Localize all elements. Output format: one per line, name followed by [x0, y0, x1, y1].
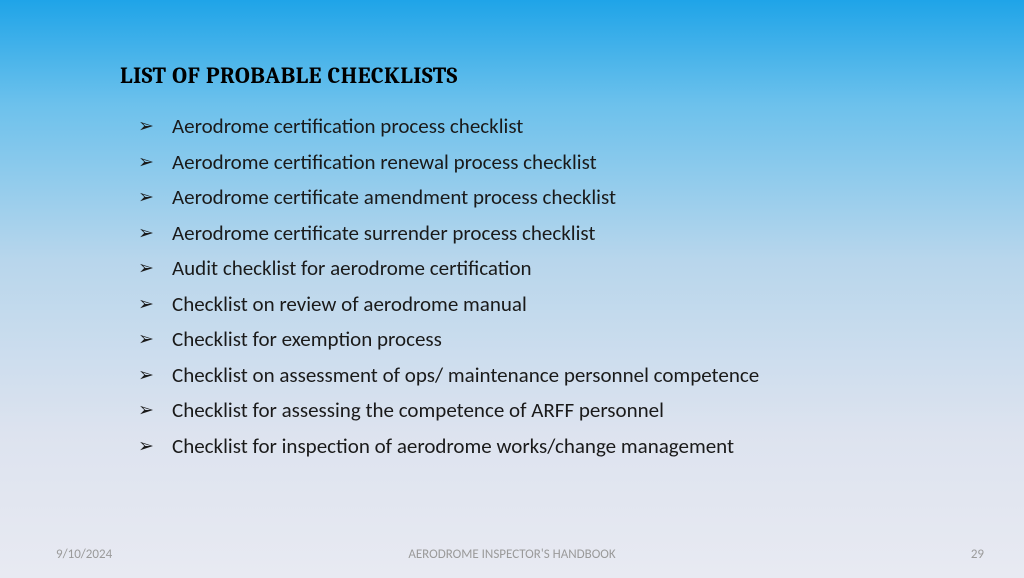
list-item-text: Aerodrome certification renewal process … [172, 149, 597, 175]
list-item-text: Checklist for inspection of aerodrome wo… [172, 433, 734, 459]
list-item-text: Checklist on assessment of ops/ maintena… [172, 362, 759, 388]
list-item: ➢ Aerodrome certificate surrender proces… [138, 223, 964, 244]
chevron-right-icon: ➢ [138, 330, 154, 349]
chevron-right-icon: ➢ [138, 401, 154, 420]
list-item-text: Checklist for exemption process [172, 326, 442, 352]
chevron-right-icon: ➢ [138, 259, 154, 278]
list-item: ➢ Aerodrome certification process checkl… [138, 116, 964, 137]
slide: LIST OF PROBABLE CHECKLISTS ➢ Aerodrome … [0, 0, 1024, 578]
chevron-right-icon: ➢ [138, 188, 154, 207]
chevron-right-icon: ➢ [138, 224, 154, 243]
list-item: ➢ Checklist on assessment of ops/ mainte… [138, 365, 964, 386]
list-item: ➢ Checklist on review of aerodrome manua… [138, 294, 964, 315]
chevron-right-icon: ➢ [138, 153, 154, 172]
list-item-text: Checklist for assessing the competence o… [172, 397, 664, 423]
chevron-right-icon: ➢ [138, 437, 154, 456]
slide-title: LIST OF PROBABLE CHECKLISTS [120, 62, 458, 89]
list-item-text: Aerodrome certificate surrender process … [172, 220, 595, 246]
list-item-text: Aerodrome certification process checklis… [172, 113, 523, 139]
list-item-text: Aerodrome certificate amendment process … [172, 184, 616, 210]
chevron-right-icon: ➢ [138, 295, 154, 314]
footer-page-number: 29 [971, 547, 984, 562]
list-item: ➢ Checklist for exemption process [138, 329, 964, 350]
list-item-text: Audit checklist for aerodrome certificat… [172, 255, 532, 281]
list-item: ➢ Checklist for inspection of aerodrome … [138, 436, 964, 457]
list-item: ➢ Aerodrome certification renewal proces… [138, 152, 964, 173]
list-item: ➢ Audit checklist for aerodrome certific… [138, 258, 964, 279]
checklist-list: ➢ Aerodrome certification process checkl… [138, 116, 964, 471]
list-item: ➢ Checklist for assessing the competence… [138, 400, 964, 421]
list-item: ➢ Aerodrome certificate amendment proces… [138, 187, 964, 208]
list-item-text: Checklist on review of aerodrome manual [172, 291, 527, 317]
chevron-right-icon: ➢ [138, 366, 154, 385]
slide-footer: 9/10/2024 AERODROME INSPECTOR'S HANDBOOK… [0, 542, 1024, 562]
chevron-right-icon: ➢ [138, 117, 154, 136]
footer-title: AERODROME INSPECTOR'S HANDBOOK [0, 547, 1024, 562]
